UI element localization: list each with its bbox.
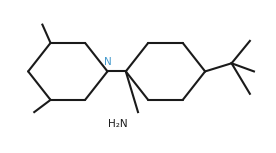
Text: N: N [104, 57, 111, 67]
Text: H₂N: H₂N [108, 119, 128, 129]
